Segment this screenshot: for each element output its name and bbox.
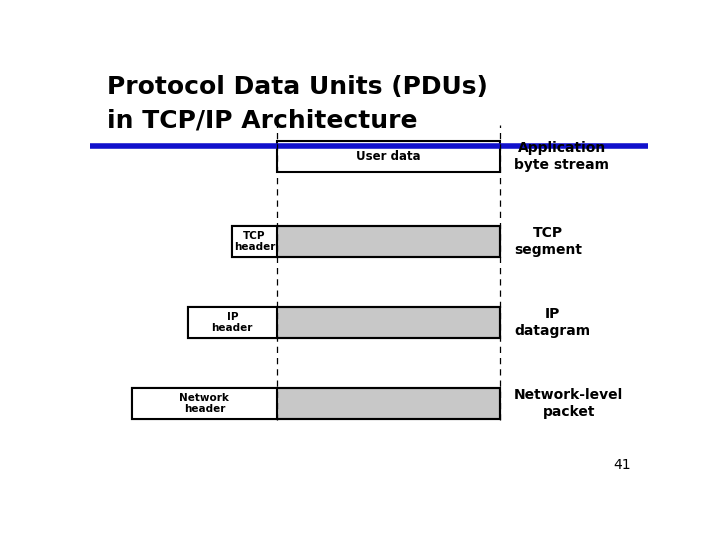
Text: IP
datagram: IP datagram	[514, 307, 590, 338]
Bar	[132, 388, 277, 419]
Bar	[277, 141, 500, 172]
Text: Application
byte stream: Application byte stream	[514, 140, 609, 172]
Text: Network
header: Network header	[179, 393, 230, 415]
Text: TCP
header: TCP header	[234, 231, 275, 252]
Text: Network-level
packet: Network-level packet	[514, 388, 624, 420]
Text: TCP
segment: TCP segment	[514, 226, 582, 257]
Bar	[233, 226, 277, 257]
Text: in TCP/IP Architecture: in TCP/IP Architecture	[107, 109, 418, 132]
Bar	[188, 307, 277, 338]
Text: Protocol Data Units (PDUs): Protocol Data Units (PDUs)	[107, 75, 487, 99]
Bar	[188, 307, 500, 338]
Bar	[132, 388, 500, 419]
Bar	[132, 388, 500, 419]
Text: IP
header: IP header	[212, 312, 253, 333]
Bar	[188, 307, 500, 338]
Text: User data: User data	[356, 150, 421, 163]
Text: 41: 41	[613, 458, 631, 472]
Bar	[233, 226, 500, 257]
Bar	[233, 226, 500, 257]
